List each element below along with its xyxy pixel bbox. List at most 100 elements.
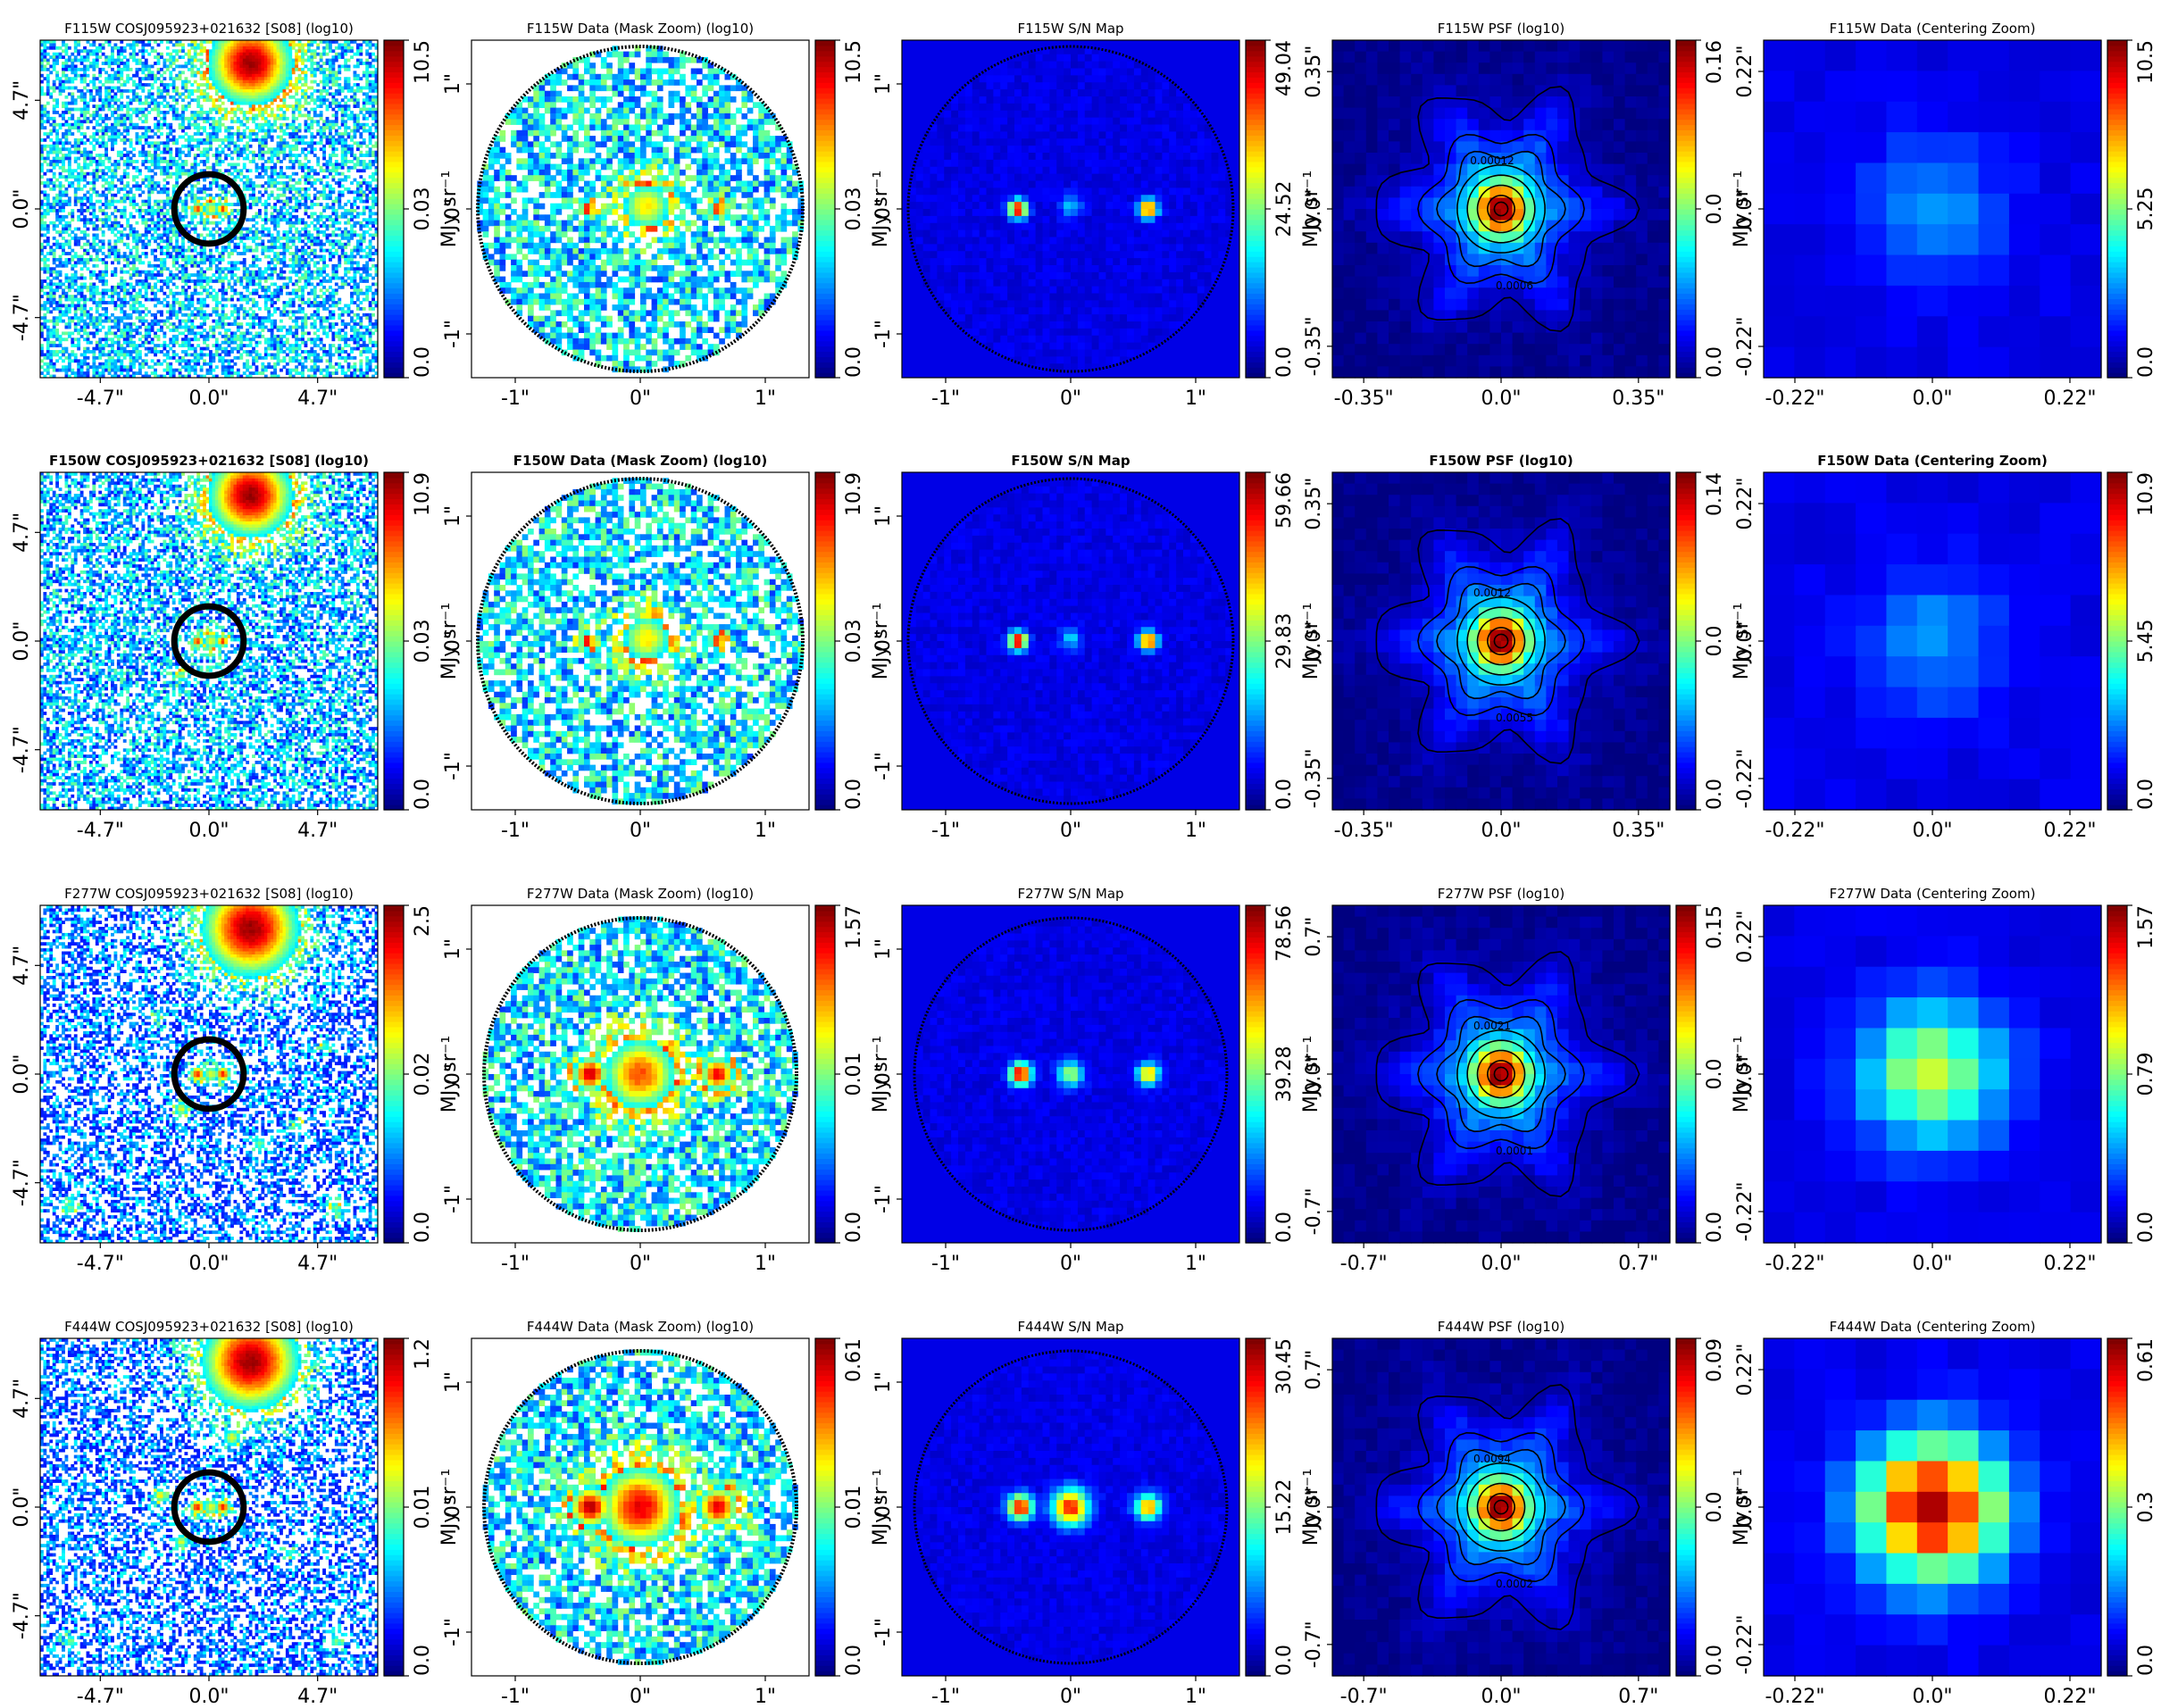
pixel <box>59 369 63 372</box>
pixel <box>43 326 46 329</box>
pixel <box>62 203 65 206</box>
pixel <box>53 157 56 161</box>
pixel <box>43 77 46 80</box>
pixel <box>71 286 74 289</box>
pixel <box>53 365 56 369</box>
pixel <box>53 160 56 163</box>
pixel <box>71 181 74 185</box>
pixel <box>55 138 59 142</box>
pixel <box>46 264 50 268</box>
pixel <box>55 98 59 102</box>
pixel <box>53 329 56 332</box>
pixel <box>49 43 53 46</box>
pixel <box>53 301 56 304</box>
pixel <box>62 215 65 219</box>
pixel <box>46 62 50 65</box>
pixel <box>71 354 74 357</box>
pixel <box>64 179 68 182</box>
pixel <box>68 277 71 280</box>
pixel <box>46 307 50 311</box>
pixel <box>74 77 78 80</box>
pixel <box>71 273 74 277</box>
pixel <box>46 282 50 286</box>
pixel <box>71 80 74 84</box>
pixel <box>71 64 74 68</box>
pixel <box>74 68 78 71</box>
pixel <box>59 92 63 96</box>
pixel <box>55 264 59 268</box>
pixel <box>55 62 59 65</box>
pixel <box>64 221 68 225</box>
pixel <box>49 169 53 172</box>
pixel <box>49 271 53 274</box>
pixel <box>43 104 46 108</box>
pixel <box>64 190 68 194</box>
pixel <box>59 279 63 283</box>
pixel <box>64 102 68 105</box>
pixel <box>59 126 63 129</box>
pixel <box>62 169 65 172</box>
pixel <box>62 166 65 170</box>
pixel <box>71 264 74 268</box>
pixel <box>49 132 53 136</box>
pixel <box>49 354 53 357</box>
pixel <box>55 77 59 80</box>
pixel <box>53 196 56 200</box>
pixel <box>53 261 56 264</box>
pixel <box>68 212 71 215</box>
pixel <box>71 298 74 302</box>
pixel <box>53 55 56 59</box>
pixel <box>62 141 65 145</box>
pixel <box>64 273 68 277</box>
pixel <box>55 344 59 347</box>
pixel <box>46 320 50 323</box>
pixel <box>53 224 56 228</box>
pixel <box>64 132 68 136</box>
pixel <box>64 337 68 341</box>
pixel <box>55 104 59 108</box>
pixel <box>49 310 53 313</box>
pixel <box>71 209 74 212</box>
pixel <box>68 243 71 246</box>
pixel <box>46 111 50 114</box>
pixel <box>49 320 53 323</box>
pixel <box>71 282 74 286</box>
pixel <box>71 267 74 271</box>
pixel <box>68 203 71 206</box>
pixel <box>43 190 46 194</box>
pixel <box>74 190 78 194</box>
pixel <box>49 92 53 96</box>
pixel <box>53 369 56 372</box>
pixel <box>71 151 74 154</box>
pixel <box>55 111 59 114</box>
pixel <box>64 141 68 145</box>
pixel <box>53 316 56 320</box>
pixel <box>64 43 68 46</box>
pixel <box>46 329 50 332</box>
pixel <box>53 331 56 335</box>
pixel <box>55 369 59 372</box>
pixel <box>43 292 46 296</box>
pixel <box>68 362 71 366</box>
pixel <box>53 243 56 246</box>
pixel <box>71 249 74 253</box>
pixel <box>49 249 53 253</box>
pixel <box>55 329 59 332</box>
pixel <box>43 264 46 268</box>
pixel <box>53 46 56 50</box>
pixel <box>71 218 74 221</box>
pixel <box>71 344 74 347</box>
pixel <box>68 295 71 298</box>
pixel <box>74 74 78 78</box>
pixel <box>59 187 63 191</box>
pixel <box>59 46 63 50</box>
pixel <box>64 46 68 50</box>
pixel <box>74 147 78 151</box>
pixel <box>53 141 56 145</box>
pixel <box>49 160 53 163</box>
pixel <box>62 249 65 253</box>
pixel <box>53 187 56 191</box>
pixel <box>43 196 46 200</box>
pixel <box>55 145 59 148</box>
pixel <box>46 298 50 302</box>
